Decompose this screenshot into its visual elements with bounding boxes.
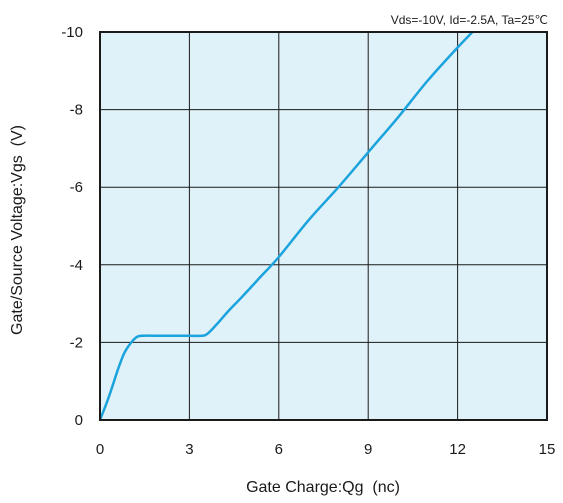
- test-conditions-annotation: Vds=-10V, Id=-2.5A, Ta=25℃: [391, 13, 548, 27]
- x-tick-label: 0: [96, 441, 104, 458]
- x-tick-label: 12: [449, 441, 466, 458]
- x-axis-label: Gate Charge:Qg (nc): [246, 479, 400, 496]
- y-tick-label: -4: [70, 257, 83, 274]
- x-tick-labels: 0 3 6 9 12 15: [96, 441, 556, 458]
- y-tick-label: -8: [70, 102, 83, 119]
- x-tick-label: 6: [275, 441, 283, 458]
- y-tick-label: -10: [61, 24, 83, 41]
- y-tick-labels: 0 -2 -4 -6 -8 -10: [61, 24, 83, 429]
- y-tick-label: -6: [70, 179, 83, 196]
- plot-area: [100, 32, 547, 420]
- y-tick-label: 0: [75, 412, 83, 429]
- y-axis-label: Gate/Source Voltage:Vgs (V): [9, 125, 26, 335]
- plot-frame: [99, 31, 548, 421]
- x-tick-label: 9: [364, 441, 372, 458]
- y-tick-label: -2: [70, 334, 83, 351]
- vgs-curve: [100, 32, 475, 420]
- x-tick-label: 3: [185, 441, 193, 458]
- series-group: [100, 32, 475, 420]
- x-tick-label: 15: [539, 441, 556, 458]
